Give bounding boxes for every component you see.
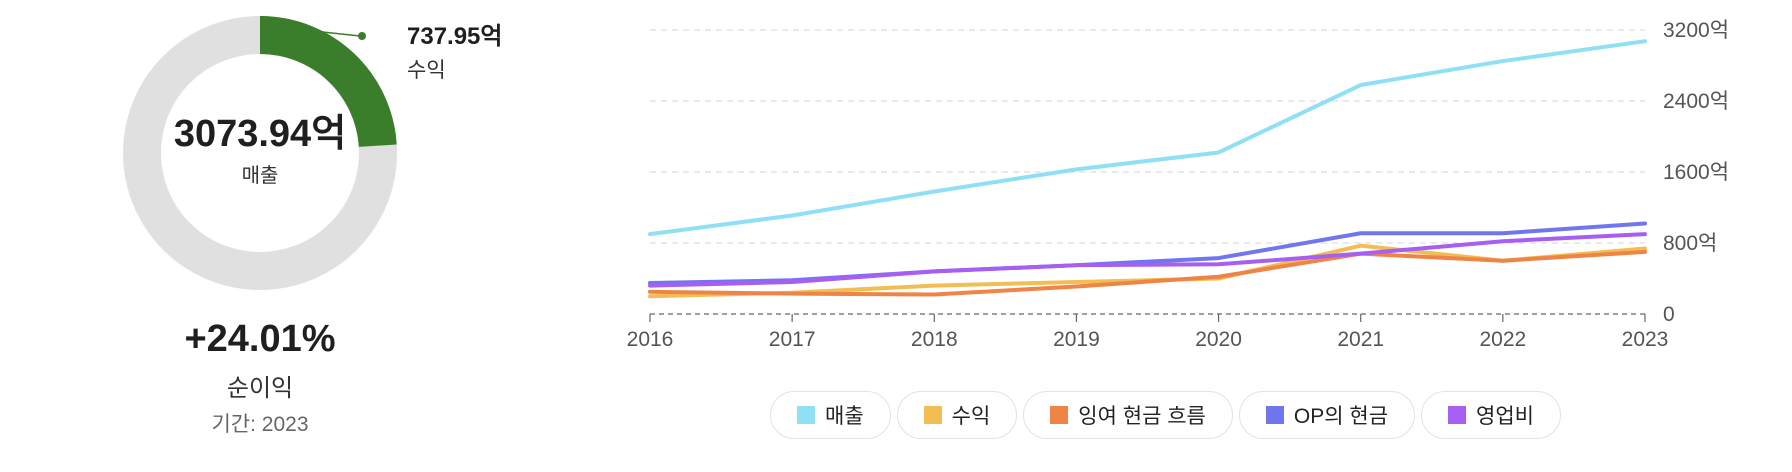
legend-item-profit[interactable]: 수익 [896, 391, 1018, 439]
profit-callout-label: 수익 [407, 59, 446, 82]
y-tick-label: 2400억 [1663, 90, 1729, 113]
legend-swatch-operating-expense [1448, 406, 1467, 424]
y-tick-label: 800억 [1663, 232, 1717, 255]
revenue-donut-chart [123, 16, 397, 290]
x-tick-label: 2017 [769, 328, 816, 351]
series-line-2[interactable] [648, 249, 1647, 297]
y-tick-label: 0 [1663, 303, 1675, 326]
x-tick-label: 2016 [627, 328, 674, 351]
legend-label: 매출 [825, 405, 864, 428]
legend-item-free-cash-flow[interactable]: 잉여 현금 흐름 [1023, 391, 1233, 439]
legend-swatch-revenue [797, 406, 815, 424]
x-tick-label: 2022 [1479, 328, 1526, 351]
total-revenue-label: 매출 [241, 165, 279, 187]
x-tick-label: 2023 [1622, 328, 1669, 351]
x-tick-label: 2020 [1195, 328, 1242, 351]
donut-center: 3073.94억 매출 [150, 115, 370, 188]
callout-leader-line [318, 30, 361, 37]
legend-item-operating-cash[interactable]: OP의 현금 [1238, 391, 1416, 439]
y-tick-label: 1600억 [1663, 161, 1729, 184]
x-tick-label: 2018 [911, 328, 958, 351]
legend-item-operating-expense[interactable]: 영업비 [1421, 391, 1561, 439]
legend-label: 영업비 [1476, 405, 1534, 428]
x-tick-label: 2019 [1053, 328, 1100, 351]
legend-label: OP의 현금 [1293, 405, 1389, 428]
legend-label: 잉여 현금 흐름 [1078, 405, 1206, 428]
callout-dot [358, 32, 366, 40]
x-tick-label: 2021 [1337, 328, 1384, 351]
legend-item-revenue[interactable]: 매출 [770, 391, 891, 439]
chart-legend: 매출 수익 잉여 현금 흐름 OP의 현금 영업비 [770, 391, 1561, 439]
growth-label: 순이익 [226, 375, 294, 402]
y-tick-label: 3200억 [1663, 19, 1729, 42]
series-line-0[interactable] [648, 39, 1647, 237]
total-revenue-value: 3073.94억 [173, 113, 347, 155]
legend-swatch-profit [923, 406, 942, 424]
series-line-4[interactable] [648, 232, 1647, 288]
growth-percentage: +24.01% [184, 318, 336, 360]
legend-swatch-operating-cash [1265, 406, 1284, 424]
legend-label: 수익 [951, 405, 991, 428]
period-label: 기간: 2023 [211, 413, 309, 436]
series-line-3[interactable] [648, 221, 1647, 285]
series-line-1[interactable] [648, 243, 1647, 299]
profit-callout-value: 737.95억 [407, 23, 503, 50]
donut-profit-segment[interactable] [260, 16, 397, 147]
legend-swatch-free-cash-flow [1050, 406, 1069, 424]
